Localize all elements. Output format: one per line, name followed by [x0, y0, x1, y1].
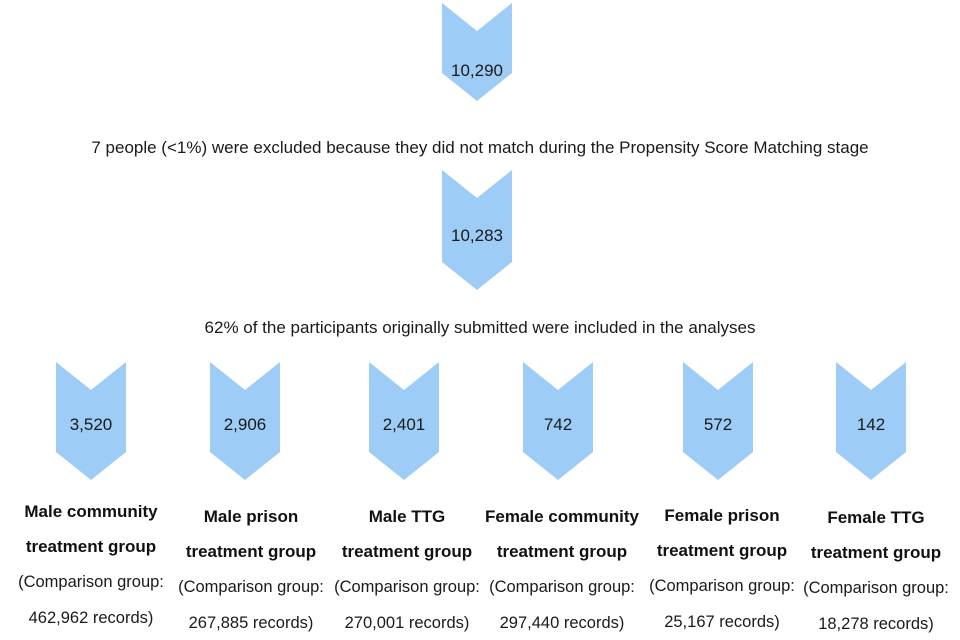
chevron-shape-icon [210, 362, 280, 480]
chevron-value: 2,401 [382, 415, 426, 434]
group-name: Female community treatment group [485, 507, 639, 561]
group-male-ttg: Male TTG treatment group (Comparison grou… [326, 499, 488, 640]
chevron-female-community: 742 [523, 362, 593, 480]
group-male-prison: Male prison treatment group (Comparison g… [170, 499, 332, 640]
chevron-value: 572 [703, 415, 733, 434]
group-comparison: (Comparison group: 297,440 records) [489, 578, 635, 632]
group-name: Female TTG treatment group [810, 508, 942, 562]
chevron-total-submitted: 10,290 [442, 3, 512, 101]
chevron-shape-icon [523, 362, 593, 480]
chevron-male-ttg: 2,401 [369, 362, 439, 480]
chevron-shape-icon [683, 362, 753, 480]
chevron-value: 142 [856, 415, 886, 434]
group-female-community: Female community treatment group (Compari… [481, 499, 643, 640]
chevron-female-prison: 572 [683, 362, 753, 480]
chevron-value: 10,290 [451, 61, 503, 80]
chevron-male-community: 3,520 [56, 362, 126, 480]
group-female-prison: Female prison treatment group (Comparison… [641, 498, 803, 640]
chevron-shape-icon [442, 170, 512, 290]
chevron-shape-icon [56, 362, 126, 480]
chevron-value: 10,283 [451, 226, 503, 245]
chevron-male-prison: 2,906 [210, 362, 280, 480]
group-comparison: (Comparison group: 462,962 records) [18, 573, 164, 627]
exclusion-note: 7 people (<1%) were excluded because the… [91, 138, 869, 157]
group-name: Male community treatment group [24, 502, 158, 556]
chevron-shape-icon [836, 362, 906, 480]
group-comparison: (Comparison group: 270,001 records) [334, 578, 480, 632]
chevron-value: 2,906 [223, 415, 267, 434]
group-name: Female prison treatment group [656, 506, 788, 560]
chevron-shape-icon [369, 362, 439, 480]
chevron-shape-icon [442, 3, 512, 101]
group-name: Male TTG treatment group [341, 507, 473, 561]
group-comparison: (Comparison group: 18,278 records) [803, 579, 949, 633]
group-comparison: (Comparison group: 267,885 records) [178, 578, 324, 632]
group-male-community: Male community treatment group (Compariso… [10, 494, 172, 636]
inclusion-note: 62% of the participants originally submi… [204, 318, 756, 337]
chevron-after-matching: 10,283 [442, 170, 512, 290]
group-comparison: (Comparison group: 25,167 records) [649, 577, 795, 631]
group-name: Male prison treatment group [185, 507, 317, 561]
chevron-value: 742 [543, 415, 573, 434]
chevron-value: 3,520 [69, 415, 113, 434]
group-female-ttg: Female TTG treatment group (Comparison gr… [795, 500, 957, 640]
chevron-female-ttg: 142 [836, 362, 906, 480]
